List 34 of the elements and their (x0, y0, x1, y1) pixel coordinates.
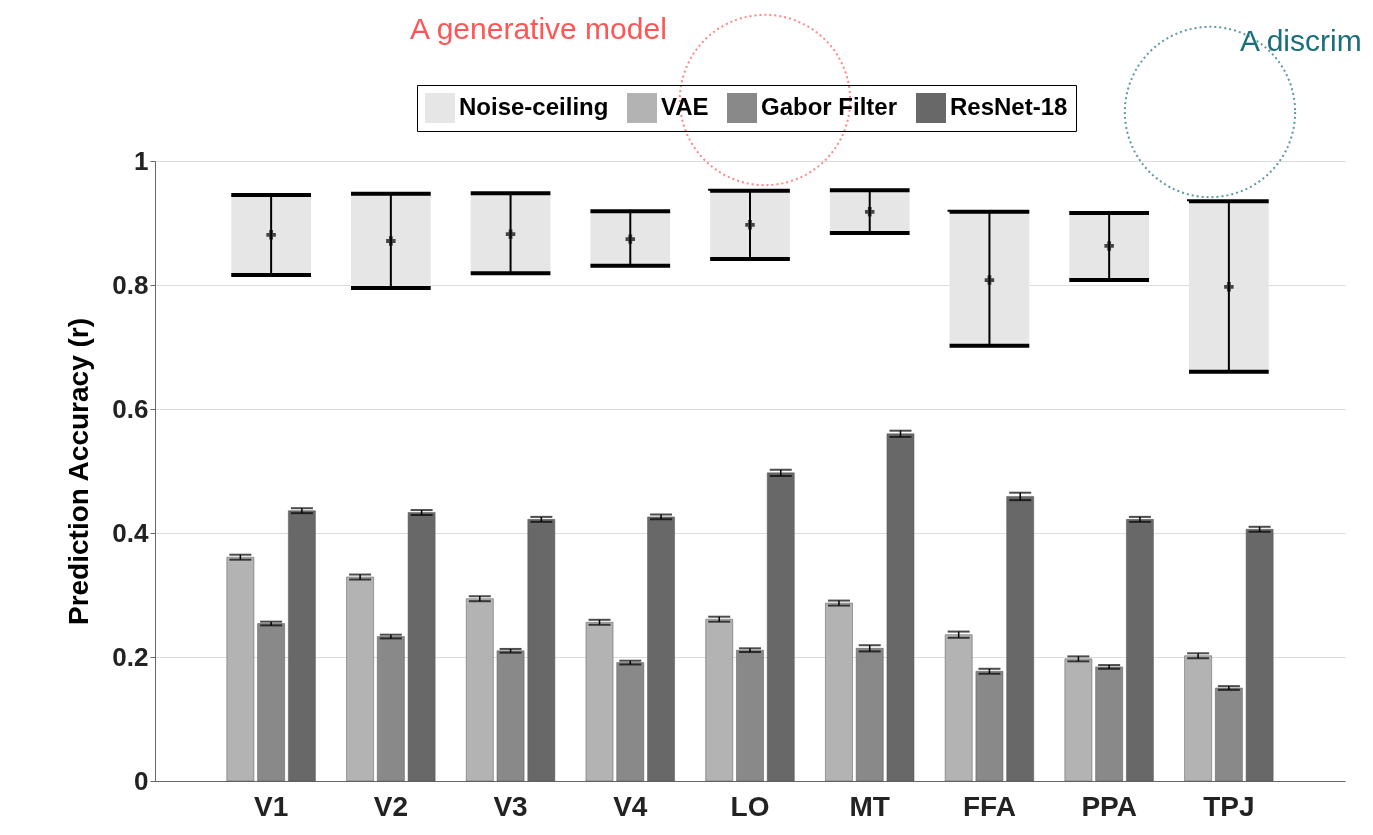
y-axis-title: Prediction Accuracy (r) (63, 317, 95, 626)
point (1224, 282, 1234, 292)
point (625, 234, 636, 244)
x-tick-label: TPJ (1203, 790, 1255, 822)
y-tick-label: 0.2 (112, 641, 149, 672)
point (386, 236, 396, 246)
legend-label: VAE (661, 93, 709, 120)
legend-label: Noise-ceiling (459, 93, 609, 120)
bar (1095, 666, 1123, 782)
y-tick-label: 0.6 (112, 393, 149, 424)
point (266, 230, 276, 240)
bar (736, 649, 764, 782)
x-tick-label: V4 (613, 790, 648, 822)
text: A generative model (410, 12, 667, 45)
x-tick-label: MT (849, 790, 890, 822)
y-tick-label: 0.8 (112, 269, 149, 300)
x-tick-label: LO (730, 790, 770, 822)
text: A discrim (1240, 24, 1362, 57)
y-tick-label: 0.4 (112, 517, 150, 548)
x-tick-label: V2 (373, 790, 408, 822)
bar (1215, 687, 1243, 782)
point (1104, 241, 1114, 251)
point (745, 220, 755, 230)
y-tick-label: 1 (134, 145, 149, 176)
point (984, 275, 995, 285)
x-tick-label: V1 (254, 790, 289, 822)
x-tick-label: PPA (1081, 790, 1137, 822)
y-tick-label: 0 (134, 765, 149, 796)
legend-label: Gabor Filter (761, 93, 898, 120)
point (864, 207, 875, 217)
x-tick-label: FFA (962, 790, 1016, 822)
x-tick-label: V3 (493, 790, 528, 822)
point (505, 229, 516, 239)
legend-label: ResNet-18 (950, 93, 1068, 120)
